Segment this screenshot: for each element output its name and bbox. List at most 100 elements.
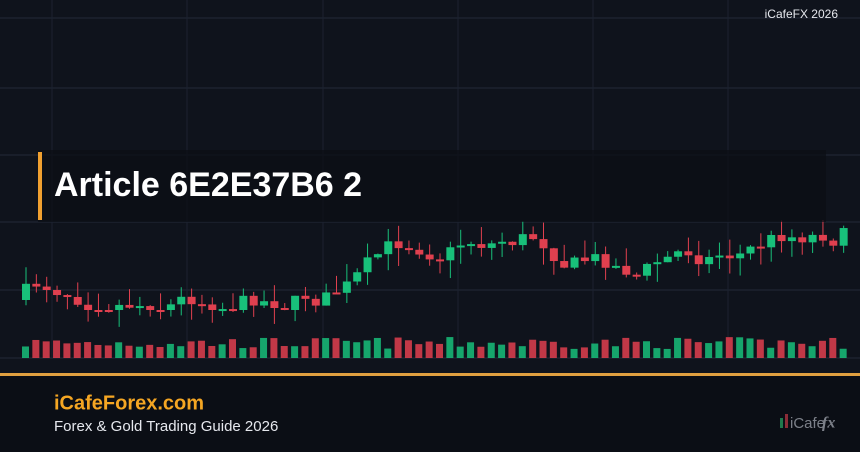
candle-body (208, 304, 217, 310)
candle-body (694, 255, 703, 265)
logo-word: iCafe (790, 415, 825, 432)
volume-bar (229, 339, 236, 358)
volume-bar (436, 343, 443, 358)
volume-bar (291, 346, 299, 358)
logo-mark: fx (822, 415, 835, 432)
candle-body (218, 309, 227, 312)
candle-body (353, 272, 362, 282)
volume-bar (239, 348, 247, 358)
candle-body (684, 251, 693, 256)
volume-bar (342, 340, 350, 358)
candle-body (570, 257, 579, 268)
volume-bar (270, 338, 278, 358)
volume-bar (197, 340, 205, 358)
candle-body (674, 251, 683, 257)
candle-body (508, 241, 517, 246)
volume-bar (22, 346, 29, 358)
candle-body (715, 255, 724, 258)
footer-tagline: Forex & Gold Trading Guide 2026 (54, 418, 278, 435)
candle-body (22, 283, 30, 300)
volume-bar (767, 347, 775, 358)
candle-body (115, 304, 124, 310)
volume-bar (643, 341, 650, 358)
volume-bar (601, 339, 609, 358)
volume-bar (260, 337, 268, 358)
volume-bar (84, 342, 92, 358)
volume-bar (715, 341, 723, 358)
volume-bar (135, 346, 143, 358)
volume-bar (104, 345, 112, 358)
volume-bar (487, 342, 495, 358)
volume-bar (570, 348, 578, 358)
candle-body (777, 234, 786, 242)
volume-bar (591, 343, 599, 358)
volume-bar (177, 346, 185, 358)
volume-bar (353, 342, 361, 358)
candle-body (767, 234, 776, 248)
volume-bar (829, 337, 837, 358)
candles (22, 220, 848, 327)
footer-site: iCafeForex.com (54, 392, 204, 414)
candle-body (560, 261, 569, 268)
candle-body (591, 254, 600, 262)
candle-body (280, 308, 289, 311)
candle-body (446, 247, 455, 261)
volume-bar (125, 345, 133, 358)
candle-body (746, 246, 755, 254)
candle-body (601, 254, 610, 268)
candle-body (73, 296, 82, 305)
volume-bar (684, 338, 692, 358)
volume-bar (301, 346, 309, 358)
volume-bar (404, 340, 412, 358)
volume-bar (777, 340, 785, 358)
volume-bar (508, 342, 516, 358)
volume-bar (808, 346, 816, 358)
volume-bar (446, 337, 454, 358)
volume-bar (53, 340, 61, 358)
candle-body (260, 301, 269, 306)
volume-bar (146, 344, 154, 358)
candle-body (477, 244, 486, 248)
volume-bar (415, 344, 423, 358)
volume-bar (32, 339, 40, 358)
volume-bar (249, 347, 257, 358)
candle-body (798, 237, 807, 243)
volume-bar (280, 346, 288, 358)
volume-bar (373, 337, 381, 358)
candle-body (736, 253, 745, 259)
candle-body (187, 296, 196, 305)
candle-body (342, 281, 351, 293)
candle-body (291, 295, 300, 310)
candle-body (94, 310, 103, 312)
candle-body (373, 254, 382, 258)
title-box (38, 150, 826, 222)
candle-body (653, 262, 662, 265)
candle-body (725, 255, 734, 259)
candle-body (404, 248, 413, 251)
logo-bar (785, 414, 788, 428)
volume-bar (384, 348, 392, 358)
candle-body (705, 256, 714, 265)
volume-bar (725, 337, 733, 358)
logo: iCafe fx (780, 414, 835, 432)
candle-body (539, 239, 548, 249)
volume-bar (73, 342, 81, 358)
volume-bar (187, 341, 195, 358)
volume-bar (94, 344, 102, 358)
candle-body (384, 241, 393, 255)
volume-bar (156, 347, 164, 358)
candle-body (487, 243, 496, 248)
footer-background (0, 376, 860, 452)
candle-body (632, 274, 641, 277)
candle-body (549, 248, 558, 262)
volume-bar (332, 338, 340, 358)
candle-body (436, 259, 444, 262)
volume-bar (311, 338, 319, 358)
volume-bar (425, 341, 433, 358)
candle-body (42, 286, 51, 290)
logo-bar (780, 418, 783, 428)
candle-body (518, 234, 527, 246)
volume-bar (653, 348, 661, 358)
volume-bar (622, 337, 630, 358)
